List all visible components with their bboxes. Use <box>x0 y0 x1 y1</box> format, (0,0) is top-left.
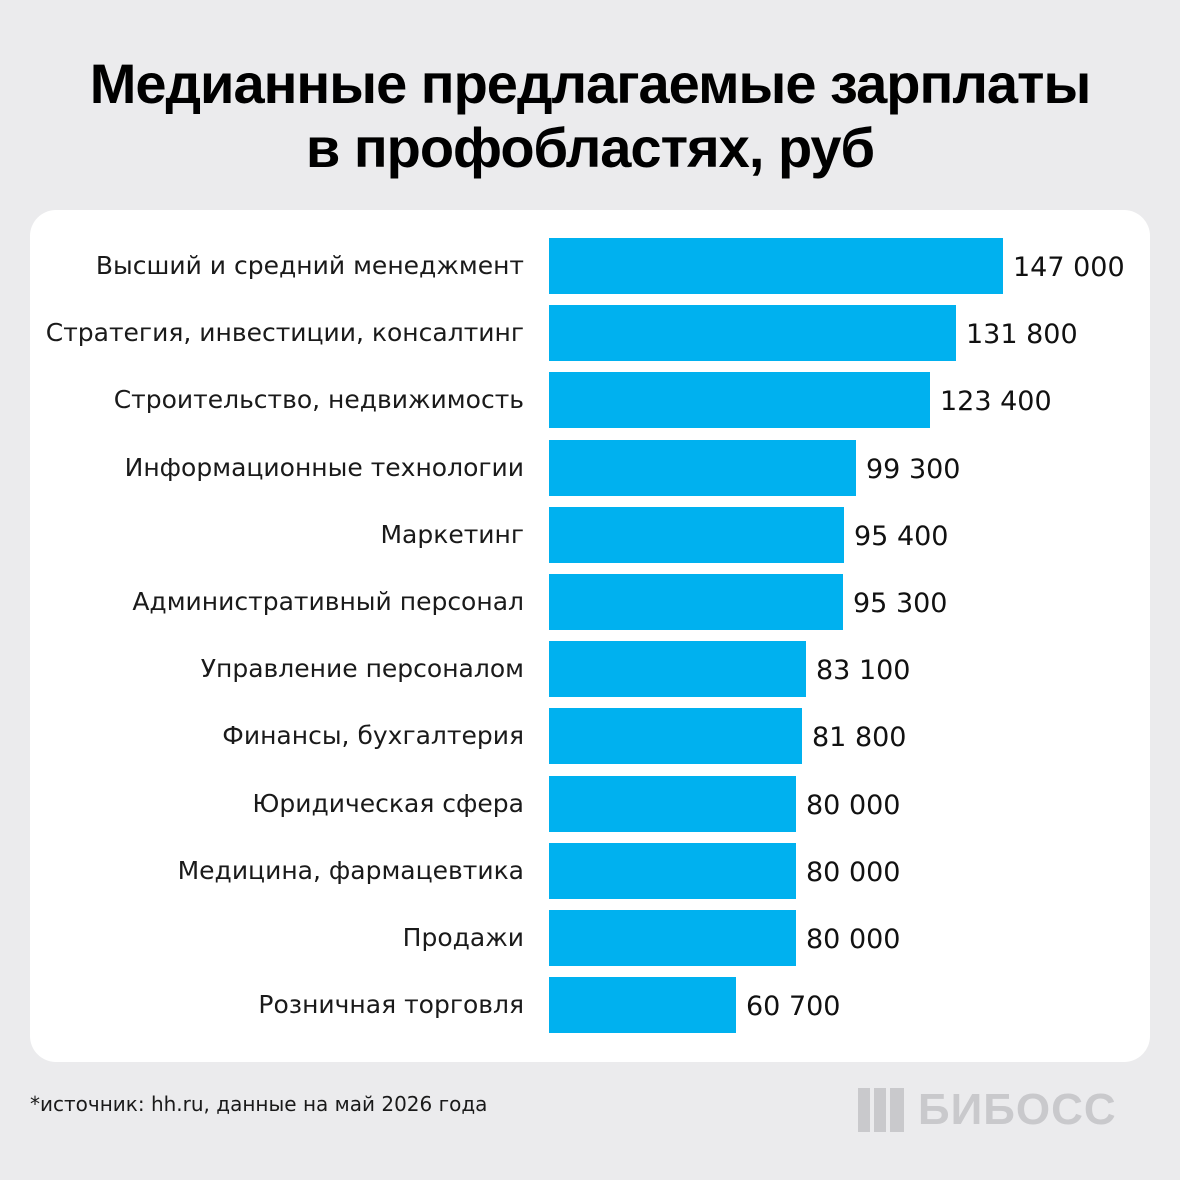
category-label: Строительство, недвижимость <box>113 385 524 415</box>
bar-row: Высший и средний менеджмент 147 000 <box>30 238 1150 294</box>
category-label: Розничная торговля <box>258 990 524 1020</box>
category-label: Финансы, бухгалтерия <box>222 721 524 751</box>
bar <box>549 305 956 362</box>
bar-row: Административный персонал 95 300 <box>30 574 1150 630</box>
bar <box>549 439 856 496</box>
brand-logo-text: БИБОСС <box>918 1085 1117 1134</box>
category-label: Медицина, фармацевтика <box>177 855 524 885</box>
value-label: 131 800 <box>966 319 1078 351</box>
bar-row: Стратегия, инвестиции, консалтинг 131 800 <box>30 305 1150 362</box>
bar-row: Продажи 80 000 <box>30 910 1150 966</box>
value-label: 80 000 <box>806 856 901 888</box>
value-label: 95 300 <box>853 588 948 619</box>
bar <box>549 910 796 966</box>
category-label: Юридическая сфера <box>252 788 524 818</box>
value-label: 60 700 <box>746 991 841 1023</box>
category-label: Управление персоналом <box>200 654 524 684</box>
category-label: Информационные технологии <box>124 452 524 482</box>
value-label: 80 000 <box>806 924 901 955</box>
bar-row: Юридическая сфера 80 000 <box>30 775 1150 832</box>
chart-title-line-1: Медианные предлагаемые зарплаты <box>89 52 1092 115</box>
bar <box>549 775 796 832</box>
bar-row: Розничная торговля 60 700 <box>30 977 1150 1034</box>
value-label: 147 000 <box>1013 252 1125 283</box>
bar <box>549 238 1003 294</box>
category-label: Административный персонал <box>132 587 524 616</box>
chart-title-line-2: в профобластях, руб <box>305 116 875 179</box>
value-label: 81 800 <box>812 722 907 754</box>
bar-row: Строительство, недвижимость 123 400 <box>30 372 1150 429</box>
bar-row: Маркетинг 95 400 <box>30 506 1150 563</box>
value-label: 123 400 <box>940 386 1052 418</box>
bibos-logo-icon <box>858 1088 904 1132</box>
chart-card: Высший и средний менеджмент 147 000 Страте… <box>30 210 1150 1062</box>
category-label: Высший и средний менеджмент <box>95 251 524 280</box>
bar <box>549 574 843 630</box>
source-note: *источник: hh.ru, данные на май 2026 год… <box>30 1092 488 1116</box>
bar <box>549 641 806 698</box>
bar-row: Управление персоналом 83 100 <box>30 641 1150 698</box>
bar-row: Информационные технологии 99 300 <box>30 439 1150 496</box>
bar <box>549 708 802 765</box>
category-label: Стратегия, инвестиции, консалтинг <box>45 318 524 348</box>
bar-row: Финансы, бухгалтерия 81 800 <box>30 708 1150 765</box>
bar-row: Медицина, фармацевтика 80 000 <box>30 842 1150 899</box>
bar <box>549 977 736 1034</box>
brand-logo: БИБОСС <box>858 1085 1117 1134</box>
bar <box>549 842 796 899</box>
bar <box>549 372 930 429</box>
chart-title: Медианные предлагаемые зарплаты в профоб… <box>0 52 1180 180</box>
bar <box>549 506 844 563</box>
value-label: 95 400 <box>854 520 949 552</box>
category-label: Маркетинг <box>380 519 524 549</box>
value-label: 80 000 <box>806 789 901 821</box>
value-label: 83 100 <box>816 655 911 687</box>
category-label: Продажи <box>402 923 524 952</box>
value-label: 99 300 <box>866 453 961 485</box>
